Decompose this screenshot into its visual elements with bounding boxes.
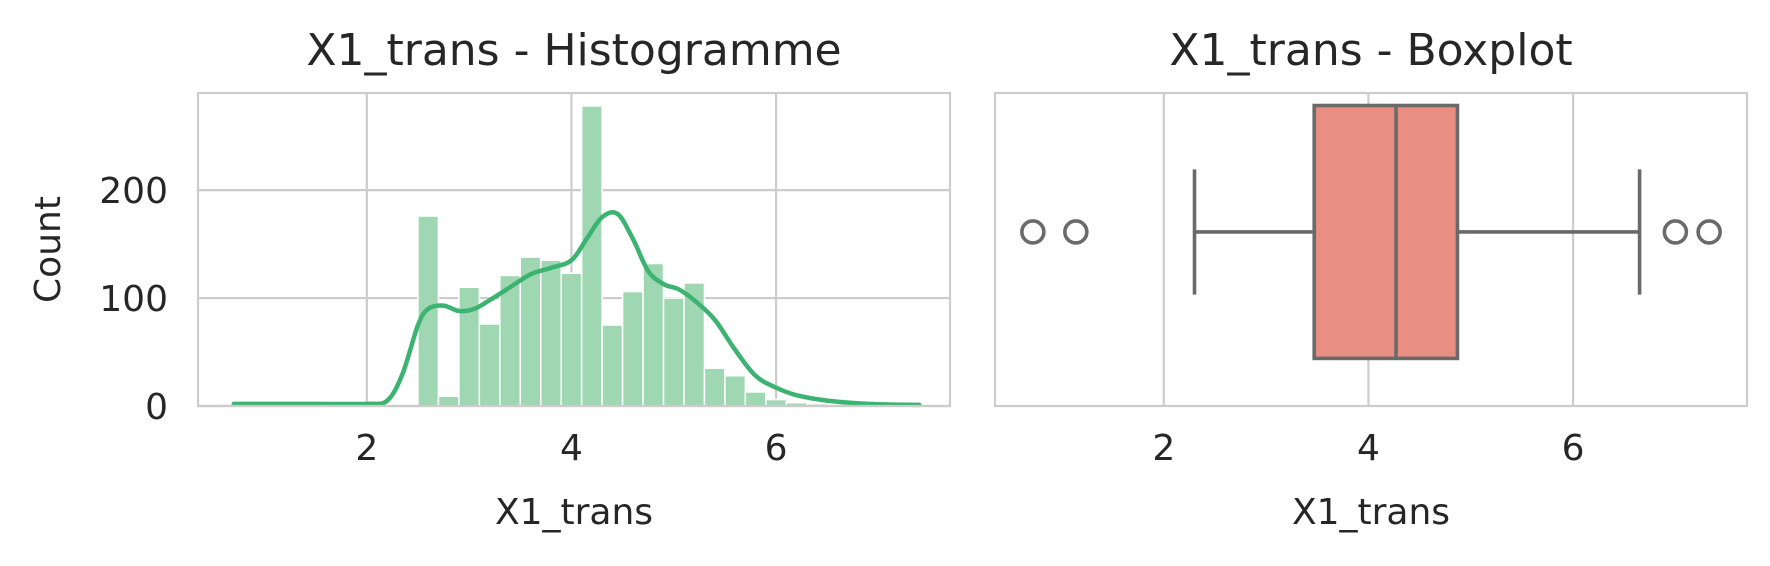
histogram-bar — [499, 274, 522, 407]
outlier-point — [1063, 219, 1089, 245]
histogram-y-tick-label: 0 — [145, 387, 168, 428]
histogram-bar — [662, 297, 685, 407]
histogram-y-tick-labels: 0 100 200 — [99, 171, 168, 428]
outlier-point — [1662, 219, 1689, 245]
iqr-box — [1312, 103, 1460, 361]
histogram-x-tick-labels: 2 4 6 — [355, 428, 787, 469]
histogram-x-tick-label: 2 — [355, 428, 378, 469]
histogram-bar — [621, 290, 644, 407]
histogram-bar — [724, 375, 747, 407]
histogram-axes-frame — [196, 91, 952, 408]
histogram-x-tick-label: 6 — [765, 428, 788, 469]
histogram-bar — [744, 391, 767, 407]
outlier-point — [1696, 219, 1722, 245]
histogram-title: X1_trans - Histogramme — [306, 25, 841, 76]
boxplot-x-tick-label: 2 — [1152, 428, 1175, 469]
boxplot-x-axis-label: X1_trans — [1292, 492, 1450, 533]
kde-line — [231, 209, 922, 408]
boxplot-title: X1_trans - Boxplot — [1169, 25, 1572, 76]
histogram-bar — [580, 105, 603, 407]
histogram-bar — [437, 395, 460, 407]
boxplot-panel: 2 4 6 X1_trans - Boxplot X1_trans — [993, 25, 1749, 533]
boxplot-axes-frame — [993, 91, 1749, 408]
histogram-bar — [539, 259, 562, 407]
histogram-panel: 2 4 6 0 100 200 X1_trans - Histogramme X1_tr… — [28, 25, 952, 533]
boxplot-x-tick-label: 4 — [1357, 428, 1380, 469]
histogram-bar — [642, 262, 665, 407]
boxplot-marks — [1020, 103, 1722, 361]
histogram-bars — [417, 105, 828, 407]
histogram-bar — [458, 286, 481, 407]
histogram-y-tick-label: 200 — [99, 171, 168, 212]
boxplot-x-tick-label: 6 — [1562, 428, 1585, 469]
histogram-y-axis-label: Count — [28, 196, 69, 303]
histogram-bar — [703, 367, 726, 407]
histogram-y-tick-label: 100 — [99, 279, 168, 320]
boxplot-x-tick-labels: 2 4 6 — [1152, 428, 1584, 469]
histogram-bar — [560, 272, 583, 407]
histogram-x-axis-label: X1_trans — [495, 492, 653, 533]
histogram-bar — [478, 323, 501, 407]
outlier-point — [1020, 219, 1046, 245]
histogram-x-tick-label: 4 — [560, 428, 583, 469]
histogram-bar — [601, 324, 624, 407]
